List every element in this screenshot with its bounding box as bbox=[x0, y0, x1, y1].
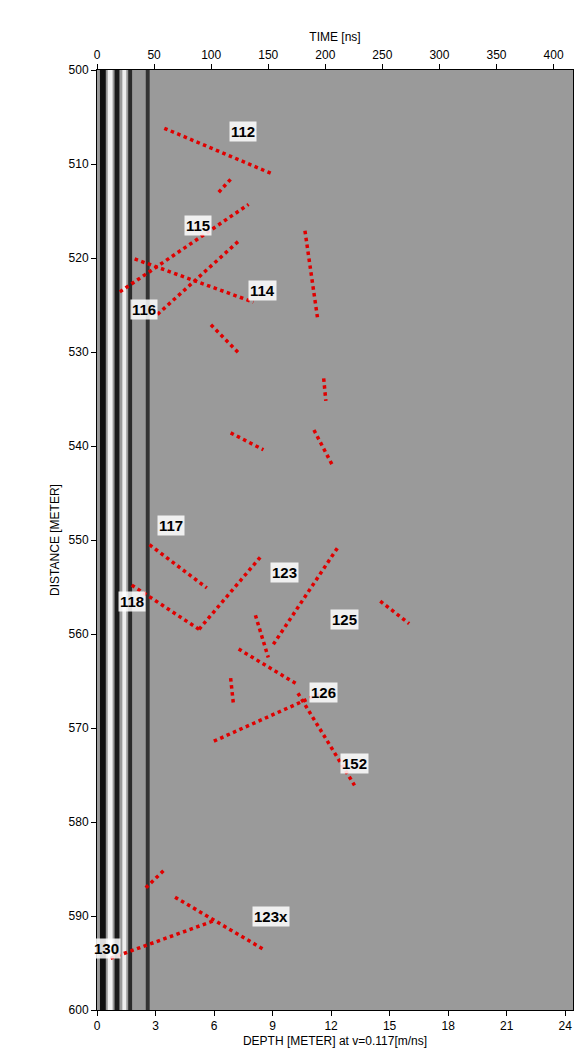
svg-text:123: 123 bbox=[272, 564, 297, 581]
svg-text:130: 130 bbox=[94, 940, 119, 957]
svg-text:600: 600 bbox=[69, 1003, 89, 1017]
svg-text:126: 126 bbox=[311, 684, 336, 701]
svg-text:TIME [ns]: TIME [ns] bbox=[309, 30, 360, 44]
svg-text:9: 9 bbox=[269, 1019, 276, 1033]
svg-text:0: 0 bbox=[94, 48, 101, 62]
svg-text:200: 200 bbox=[315, 48, 335, 62]
svg-text:350: 350 bbox=[487, 48, 507, 62]
svg-text:24: 24 bbox=[559, 1019, 573, 1033]
svg-text:520: 520 bbox=[69, 251, 89, 265]
svg-text:250: 250 bbox=[372, 48, 392, 62]
svg-text:114: 114 bbox=[250, 282, 275, 299]
svg-text:510: 510 bbox=[69, 157, 89, 171]
svg-text:500: 500 bbox=[69, 63, 89, 77]
svg-text:580: 580 bbox=[69, 815, 89, 829]
svg-text:DISTANCE [METER]: DISTANCE [METER] bbox=[48, 484, 62, 596]
svg-text:560: 560 bbox=[69, 627, 89, 641]
svg-text:0: 0 bbox=[94, 1019, 101, 1033]
svg-text:300: 300 bbox=[429, 48, 449, 62]
svg-text:50: 50 bbox=[147, 48, 161, 62]
svg-text:21: 21 bbox=[500, 1019, 514, 1033]
svg-text:530: 530 bbox=[69, 345, 89, 359]
svg-text:117: 117 bbox=[159, 517, 183, 534]
svg-text:116: 116 bbox=[132, 301, 156, 318]
svg-text:18: 18 bbox=[441, 1019, 455, 1033]
svg-text:3: 3 bbox=[152, 1019, 159, 1033]
svg-text:DEPTH [METER] at v=0.117[m/ns]: DEPTH [METER] at v=0.117[m/ns] bbox=[243, 1034, 427, 1048]
svg-text:115: 115 bbox=[186, 217, 210, 234]
svg-text:540: 540 bbox=[69, 439, 89, 453]
svg-text:152: 152 bbox=[342, 755, 367, 772]
svg-text:6: 6 bbox=[211, 1019, 218, 1033]
svg-text:112: 112 bbox=[231, 123, 255, 140]
svg-text:118: 118 bbox=[120, 593, 144, 610]
svg-text:150: 150 bbox=[258, 48, 278, 62]
svg-text:15: 15 bbox=[383, 1019, 397, 1033]
svg-text:12: 12 bbox=[324, 1019, 338, 1033]
svg-text:100: 100 bbox=[201, 48, 221, 62]
svg-text:550: 550 bbox=[69, 533, 89, 547]
svg-text:570: 570 bbox=[69, 721, 89, 735]
svg-text:123x: 123x bbox=[254, 908, 288, 925]
svg-text:590: 590 bbox=[69, 909, 89, 923]
svg-text:125: 125 bbox=[332, 611, 357, 628]
svg-text:400: 400 bbox=[544, 48, 564, 62]
